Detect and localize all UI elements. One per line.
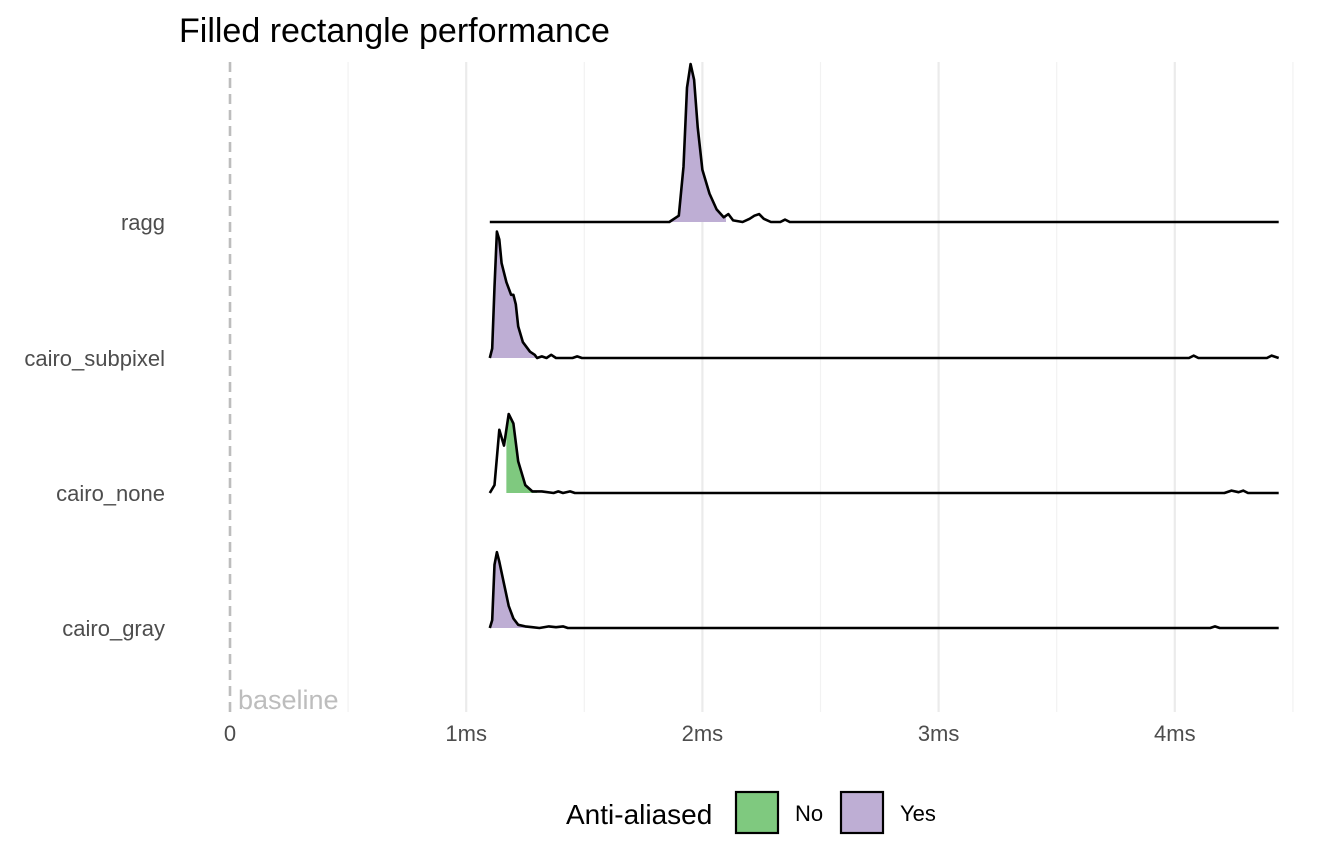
ridge-fill-cairo_gray <box>489 552 538 628</box>
legend-title: Anti-aliased <box>566 799 712 830</box>
ridge-line-cairo_none <box>488 412 1279 495</box>
x-tick-label: 3ms <box>918 721 960 746</box>
y-axis-labels: cairo_gray cairo_none cairo_subpixel ragg <box>24 210 165 641</box>
ridge-cairo_subpixel <box>488 230 1280 360</box>
y-tick-label-cairo_gray: cairo_gray <box>62 616 165 641</box>
legend-label-no: No <box>795 801 823 826</box>
y-tick-label-ragg: ragg <box>121 210 165 235</box>
legend: Anti-aliased No Yes <box>566 790 936 835</box>
x-axis-labels: 0 1ms 2ms 3ms 4ms <box>224 721 1196 746</box>
x-tick-label: 1ms <box>445 721 487 746</box>
ridge-line-cairo_subpixel <box>488 230 1280 360</box>
baseline-label: baseline <box>238 685 339 715</box>
y-tick-label-cairo_none: cairo_none <box>56 481 165 506</box>
baseline-group: baseline <box>228 62 339 715</box>
y-tick-label-cairo_subpixel: cairo_subpixel <box>24 346 165 371</box>
ridge-line-cairo_gray <box>488 550 1279 630</box>
ridge-fill-cairo_none <box>506 414 538 493</box>
chart-title: Filled rectangle performance <box>179 12 610 50</box>
legend-label-yes: Yes <box>900 801 936 826</box>
ridge-cairo_gray <box>488 550 1279 630</box>
ridge-fill-cairo_subpixel <box>489 231 542 358</box>
x-tick-label: 4ms <box>1154 721 1196 746</box>
ridge-cairo_none <box>488 412 1279 495</box>
legend-swatch-no <box>734 790 780 835</box>
ridge-fill-ragg <box>659 64 727 222</box>
x-tick-label: 2ms <box>682 721 724 746</box>
ridges-group <box>488 62 1280 630</box>
ridge-line-ragg <box>489 62 1279 224</box>
grid-lines <box>347 62 1294 712</box>
x-tick-label: 0 <box>224 721 236 746</box>
legend-swatch-yes <box>839 790 885 835</box>
ridge-ragg <box>489 62 1279 224</box>
